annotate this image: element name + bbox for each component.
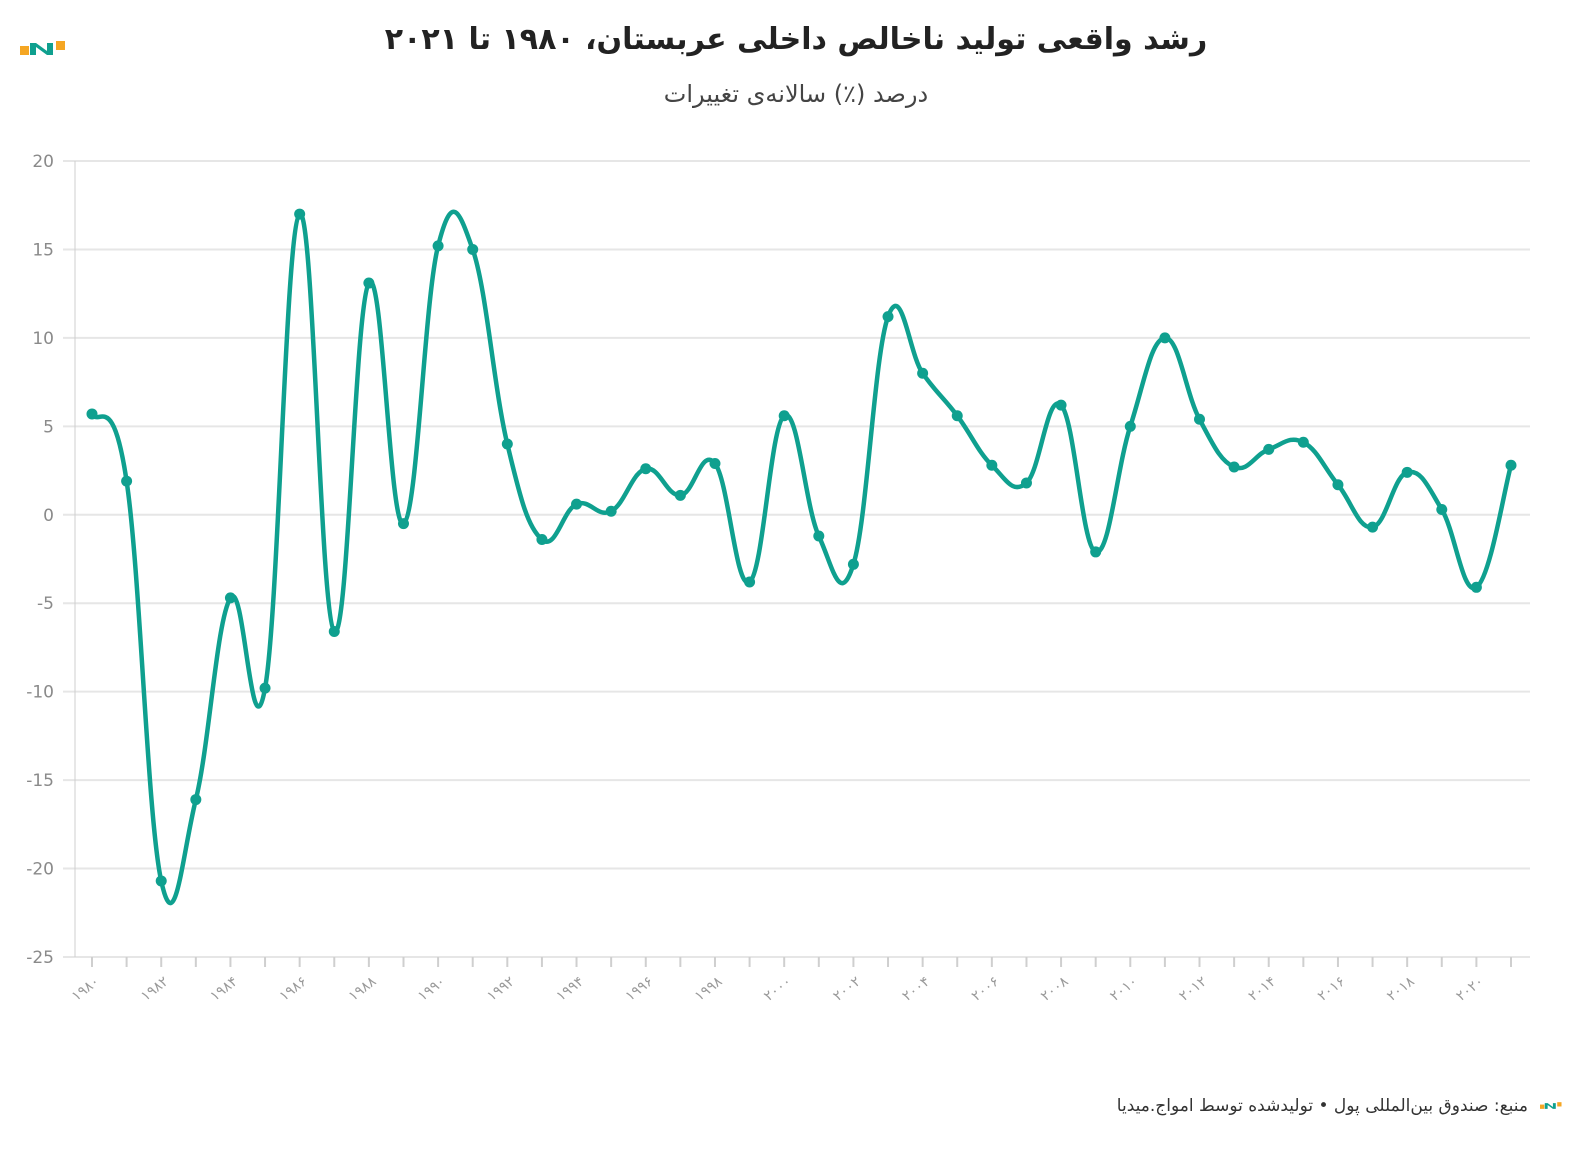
data-point-1987[interactable] [328,626,340,638]
amwaj-footer-logo-icon [1540,1102,1562,1109]
y-tick-label: 5 [43,417,54,437]
x-tick-label: ۱۹۹۴ [553,974,587,1005]
data-point-2007[interactable] [1020,477,1032,489]
logo-orange-square-left [20,46,29,55]
data-point-1986[interactable] [294,208,306,220]
x-tick-label: ۱۹۹۶ [623,974,657,1005]
data-point-2006[interactable] [986,459,998,471]
x-tick-label: ۱۹۸۴ [207,974,241,1005]
x-tick-label: ۲۰۰۶ [969,974,1003,1005]
x-tick-label: ۱۹۸۲ [138,974,172,1005]
data-point-1991[interactable] [467,243,479,255]
x-tick-label: ۲۰۰۲ [830,974,864,1005]
x-tick-label: ۲۰۱۲ [1176,974,1210,1005]
y-tick-label: -15 [26,771,54,791]
source-footer: منبع: صندوق بین‌المللی پول • تولیدشده تو… [1116,1096,1528,1116]
data-point-2013[interactable] [1228,461,1240,473]
data-point-2021[interactable] [1505,459,1517,471]
data-point-2000[interactable] [778,410,790,422]
x-tick-label: ۲۰۰۴ [900,974,934,1005]
y-tick-label: 0 [43,506,54,526]
x-tick-label: ۱۹۸۰ [69,974,103,1005]
data-point-1995[interactable] [605,505,617,517]
y-tick-label: 10 [32,329,54,349]
data-point-2001[interactable] [813,530,825,542]
amwaj-logo-icon [20,41,65,55]
data-point-2005[interactable] [951,410,963,422]
data-points [86,208,1517,887]
data-point-2003[interactable] [882,311,894,323]
data-point-1990[interactable] [432,240,444,252]
data-point-1994[interactable] [571,498,583,510]
x-tick-label: ۲۰۲۰ [1453,974,1487,1005]
x-tick-label: ۱۹۹۸ [692,973,726,1004]
x-tick-label: ۲۰۱۴ [1246,974,1280,1005]
data-point-1982[interactable] [155,875,167,887]
data-point-1983[interactable] [190,794,202,806]
y-tick-label: -20 [26,860,54,880]
chart-title: رشد واقعی تولید ناخالص داخلی عربستان، ۱۹… [384,22,1208,57]
data-point-1981[interactable] [121,475,133,487]
data-point-1999[interactable] [744,576,756,588]
data-point-1989[interactable] [397,518,409,530]
data-point-2014[interactable] [1263,443,1275,455]
data-point-1992[interactable] [501,438,513,450]
data-point-1988[interactable] [363,277,375,289]
logo-orange-square-right [56,41,65,50]
grid-lines [63,160,1530,958]
x-axis: ۱۹۸۰ ۱۹۸۲ ۱۹۸۴ ۱۹۸۶ ۱۹۸۸ ۱۹۹۰ ۱۹۹۲ ۱۹۹۴ ۱۹۹۶ ۱۹۹۸… [69,957,1512,1005]
data-point-1993[interactable] [536,534,548,546]
data-point-1985[interactable] [259,682,271,694]
x-tick-label: ۱۹۹۲ [484,974,518,1005]
data-point-2019[interactable] [1436,503,1448,515]
data-point-2015[interactable] [1297,436,1309,448]
data-point-2011[interactable] [1159,332,1171,344]
data-series [89,209,1514,906]
x-tick-label: ۱۹۹۰ [415,974,449,1005]
logo-teal-wave [30,43,53,55]
data-point-2012[interactable] [1194,413,1206,425]
x-tick-label: ۲۰۱۸ [1384,973,1418,1004]
x-tick-label: ۲۰۱۶ [1315,974,1349,1005]
data-point-2016[interactable] [1332,479,1344,491]
data-point-2009[interactable] [1090,546,1102,558]
data-point-1996[interactable] [640,463,652,475]
data-point-2004[interactable] [917,367,929,379]
x-tick-label: ۲۰۰۸ [1038,973,1072,1004]
y-tick-label: -25 [26,948,54,968]
x-tick-label: ۱۹۸۸ [346,973,380,1004]
data-point-1980[interactable] [86,408,98,420]
data-point-2002[interactable] [847,558,859,570]
y-tick-label: -10 [26,683,54,703]
data-point-1984[interactable] [224,592,236,604]
x-tick-label: ۲۰۰۰ [761,974,795,1005]
y-tick-label: -5 [37,594,54,614]
data-point-2017[interactable] [1367,521,1379,533]
data-point-2020[interactable] [1470,581,1482,593]
data-point-1997[interactable] [674,489,686,501]
data-point-2018[interactable] [1401,466,1413,478]
x-tick-label: ۱۹۸۶ [277,974,311,1005]
chart-subtitle: درصد (٪) سالانه‌ی تغییرات [663,80,929,108]
series-line [89,209,1514,906]
y-tick-label: 15 [32,240,54,260]
x-tick-label: ۲۰۱۰ [1107,974,1141,1005]
data-point-2010[interactable] [1124,420,1136,432]
data-point-1998[interactable] [709,457,721,469]
y-axis-tick-labels: 20 15 10 5 0 -5 -10 -15 -20 -25 [26,152,54,968]
data-point-2008[interactable] [1055,399,1067,411]
y-tick-label: 20 [32,152,54,172]
